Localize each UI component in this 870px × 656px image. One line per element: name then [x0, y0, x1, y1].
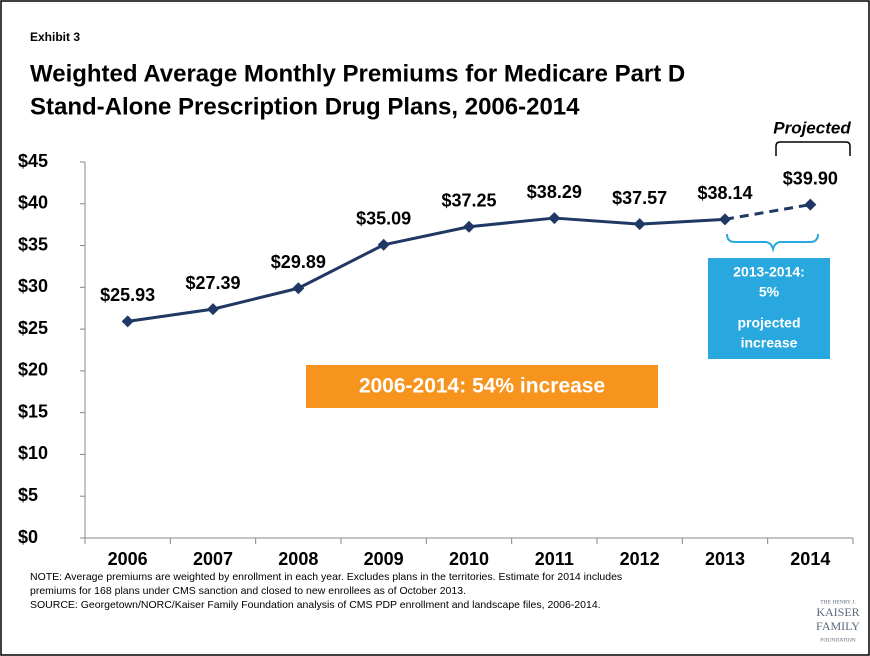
y-tick-label: $5 — [18, 485, 38, 505]
data-label: $27.39 — [185, 273, 240, 293]
y-tick-label: $40 — [18, 193, 48, 213]
increase-annotation: 5% — [759, 284, 780, 300]
logo-text: KAISER — [816, 605, 859, 619]
logo-text: FAMILY — [816, 619, 860, 633]
x-tick-label: 2010 — [449, 549, 489, 569]
marker — [548, 212, 561, 225]
data-label: $29.89 — [271, 252, 326, 272]
increase-annotation: increase — [741, 335, 798, 351]
x-tick-label: 2012 — [620, 549, 660, 569]
y-tick-label: $35 — [18, 234, 48, 254]
data-label: $37.57 — [612, 188, 667, 208]
data-label: $25.93 — [100, 285, 155, 305]
note: NOTE: Average premiums are weighted by e… — [30, 571, 622, 583]
exhibit-label: Exhibit 3 — [30, 30, 80, 44]
projected-bracket — [775, 141, 851, 156]
marker — [377, 238, 390, 251]
data-label: $38.29 — [527, 182, 582, 202]
marker — [804, 198, 817, 211]
data-label: $39.90 — [783, 168, 838, 188]
y-tick-label: $15 — [18, 401, 48, 421]
x-tick-label: 2008 — [278, 549, 318, 569]
marker — [207, 303, 219, 316]
line-segment — [554, 216, 640, 226]
line-segment — [639, 217, 726, 226]
total-box — [306, 365, 658, 408]
x-tick-label: 2009 — [364, 549, 404, 569]
marker — [719, 213, 731, 226]
y-tick-label: $30 — [18, 276, 48, 296]
increase-box — [708, 258, 830, 359]
marker — [633, 218, 646, 231]
y-tick-label: $10 — [18, 443, 48, 463]
x-tick-label: 2011 — [535, 549, 574, 569]
y-tick-label: $25 — [18, 318, 48, 338]
total-annotation: 2006-2014: 54% increase — [359, 375, 605, 398]
marker — [292, 282, 305, 295]
x-tick-label: 2007 — [193, 549, 233, 569]
line-segment — [212, 286, 299, 311]
line-segment — [468, 216, 555, 229]
data-label: $35.09 — [356, 209, 411, 229]
chart-title: Weighted Average Monthly Premiums for Me… — [30, 60, 685, 87]
line-segment — [383, 225, 470, 247]
source: SOURCE: Georgetown/NORC/Kaiser Family Fo… — [30, 599, 601, 611]
logo-text: FOUNDATION — [820, 637, 855, 643]
y-tick-label: $0 — [18, 527, 38, 547]
line-segment — [127, 307, 214, 323]
y-tick-label: $20 — [18, 360, 48, 380]
data-label: $38.14 — [697, 183, 752, 203]
data-label: $37.25 — [441, 191, 496, 211]
y-tick-label: $45 — [18, 151, 48, 171]
x-tick-label: 2006 — [108, 549, 148, 569]
logo — [813, 597, 863, 645]
x-tick-label: 2014 — [790, 549, 830, 569]
projected-label: Projected — [773, 118, 851, 137]
marker — [121, 315, 134, 328]
note: premiums for 168 plans under CMS sanctio… — [30, 585, 466, 597]
chart-title: Stand-Alone Prescription Drug Plans, 200… — [30, 93, 580, 120]
x-tick-label: 2013 — [705, 549, 745, 569]
increase-annotation: 2013-2014: — [733, 264, 805, 280]
marker — [463, 220, 475, 233]
line-segment — [297, 243, 385, 290]
logo-text: THE HENRY J. — [820, 599, 856, 605]
increase-annotation: projected — [737, 315, 800, 331]
increase-bracket — [726, 233, 819, 253]
